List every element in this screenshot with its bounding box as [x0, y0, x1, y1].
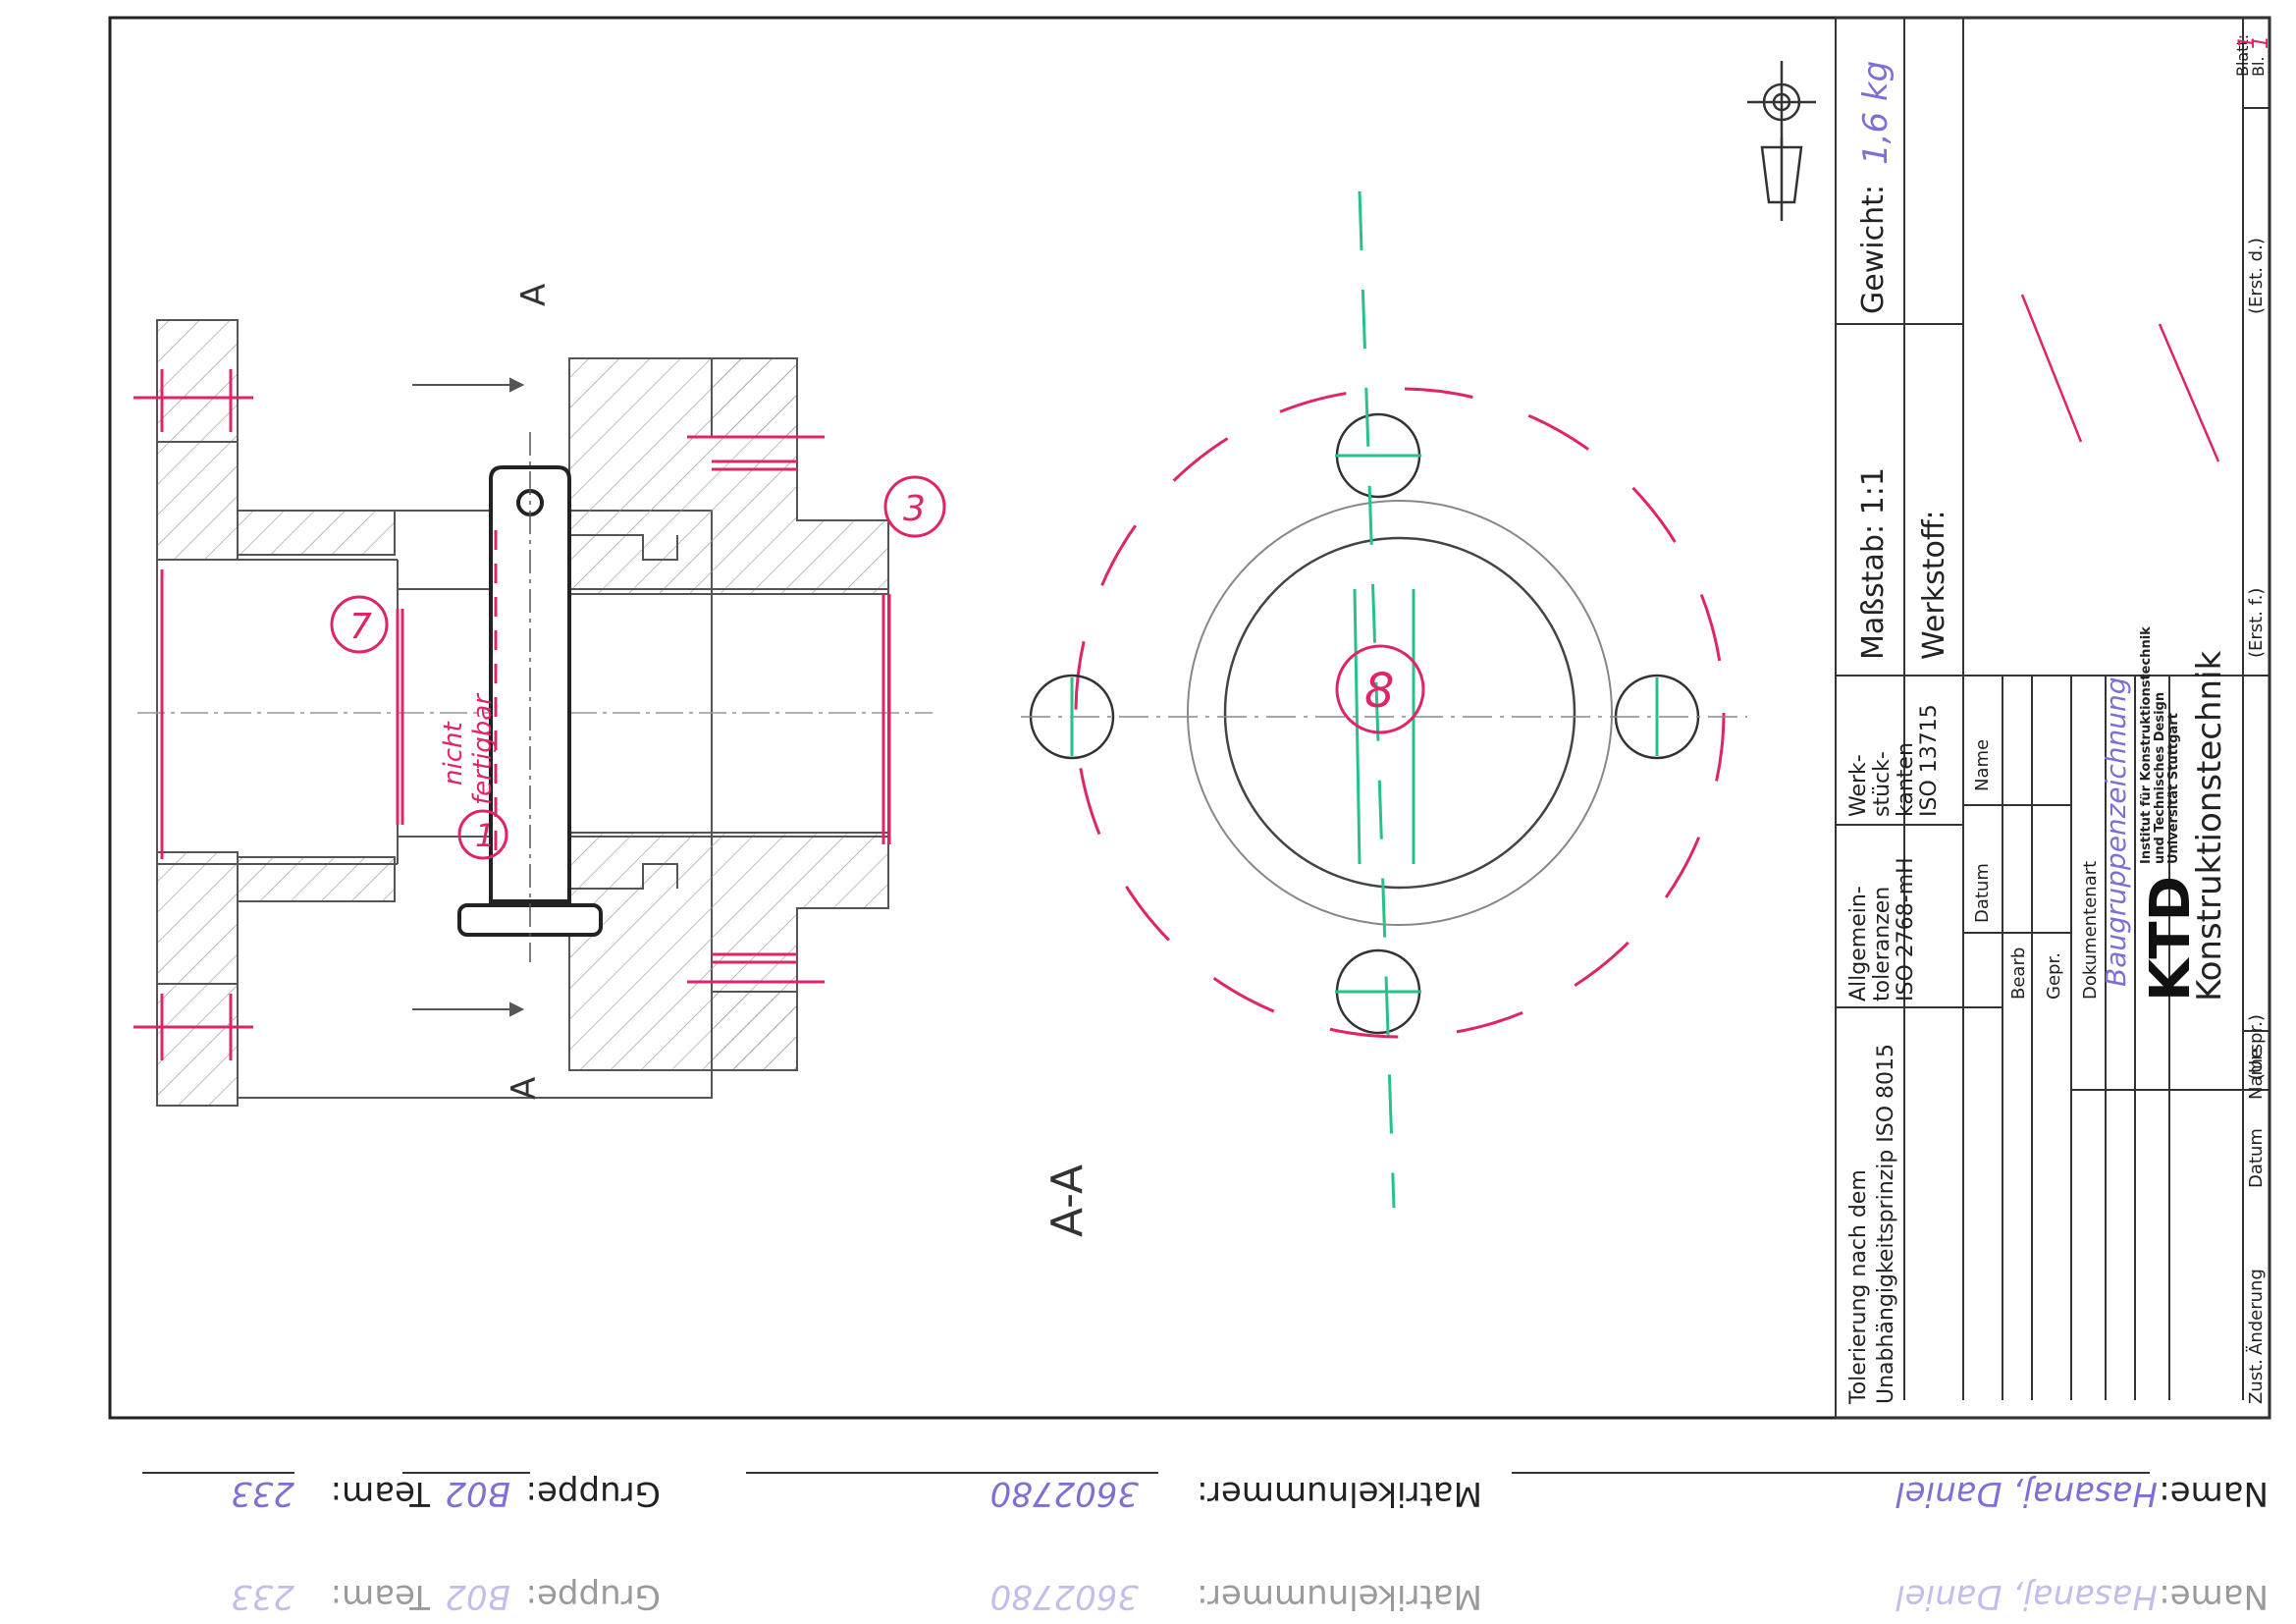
svg-text:233: 233	[231, 1474, 294, 1513]
svg-text:Name: Name	[1972, 739, 1993, 791]
svg-text:Team:: Team:	[331, 1474, 431, 1513]
svg-text:Gewicht:: Gewicht:	[1856, 185, 1891, 314]
svg-text:Maßstab: 1:1: Maßstab: 1:1	[1856, 467, 1891, 660]
svg-text:8: 8	[1364, 664, 1395, 719]
note-not-manufacturable-1: nicht	[439, 722, 468, 785]
svg-text:Allgemein-: Allgemein-	[1846, 886, 1871, 1001]
svg-text:Gepr.: Gepr.	[2044, 952, 2064, 1000]
svg-text:Universität Stuttgart: Universität Stuttgart	[2166, 713, 2181, 864]
svg-text:Datum: Datum	[1972, 863, 1993, 923]
svg-text:B02: B02	[445, 1474, 510, 1513]
svg-text:Werk-: Werk-	[1846, 754, 1871, 817]
balloon-7: 7	[330, 595, 389, 654]
section-label-a-top: A	[514, 284, 554, 306]
svg-text:Werkstoff:: Werkstoff:	[1917, 510, 1951, 660]
svg-text:1: 1	[2235, 35, 2260, 49]
svg-text:Matrikelnummer:: Matrikelnummer:	[1197, 1577, 1482, 1616]
svg-text:Name: Name	[2246, 1048, 2267, 1100]
balloon-1: 1	[457, 809, 508, 860]
svg-text:Institut für Konstruktionstech: Institut für Konstruktionstechnik	[2139, 626, 2154, 864]
svg-text:ISO 2768-mH: ISO 2768-mH	[1894, 857, 1918, 1001]
svg-text:Team:: Team:	[331, 1577, 431, 1616]
section-title: A-A	[1042, 1164, 1093, 1237]
svg-text:Datum: Datum	[2246, 1128, 2267, 1188]
svg-text:1,6 kg: 1,6 kg	[1856, 61, 1896, 165]
svg-text:(Urspr.): (Urspr.)	[2246, 1014, 2267, 1080]
svg-text:Dokumentenart: Dokumentenart	[2080, 861, 2101, 1000]
section-label-a-bottom: A	[505, 1077, 544, 1100]
svg-text:Blatt:: Blatt:	[2233, 34, 2252, 77]
svg-text:Matrikelnummer:: Matrikelnummer:	[1197, 1474, 1482, 1513]
svg-text:Tolerierung nach dem: Tolerierung nach dem	[1846, 1169, 1871, 1405]
projection-method-symbol	[1747, 61, 1816, 221]
drawing-frame	[108, 16, 2271, 1420]
svg-text:3: 3	[903, 489, 926, 529]
svg-text:Gruppe:: Gruppe:	[526, 1474, 661, 1513]
pink-markup-section	[133, 369, 891, 1060]
svg-text:Hasanaj, Daniel: Hasanaj, Daniel	[1896, 1474, 2158, 1513]
svg-text:1: 1	[2249, 35, 2273, 49]
svg-text:toleranzen: toleranzen	[1870, 887, 1895, 1001]
section-cut-marker	[412, 377, 525, 1017]
svg-text:Hasanaj, Daniel: Hasanaj, Daniel	[1896, 1577, 2158, 1616]
svg-text:(Erst. f.): (Erst. f.)	[2246, 588, 2267, 658]
balloon-8: 8	[1335, 644, 1425, 734]
svg-text:7: 7	[349, 607, 372, 647]
svg-text:kanten: kanten	[1894, 742, 1918, 817]
svg-text:Bl.: Bl.	[2249, 56, 2268, 77]
svg-text:Gruppe:: Gruppe:	[526, 1577, 661, 1616]
balloon-3: 3	[883, 475, 946, 538]
svg-text:(Erst. d.): (Erst. d.)	[2246, 238, 2267, 314]
svg-text:stück-: stück-	[1870, 751, 1895, 817]
svg-text:3602780: 3602780	[990, 1474, 1139, 1513]
svg-text:und Technisches Design: und Technisches Design	[2153, 692, 2167, 864]
svg-text:Konstruktionstechnik: Konstruktionstechnik	[2190, 650, 2229, 1001]
svg-text:233: 233	[231, 1577, 294, 1616]
section-view	[156, 319, 889, 1107]
svg-text:Änderung: Änderung	[2246, 1269, 2267, 1355]
note-not-manufacturable-2: fertigbar	[468, 692, 498, 805]
svg-text:3602780: 3602780	[990, 1577, 1139, 1616]
title-block-text: Tolerierung nach dem Unabhängigkeitsprin…	[1846, 34, 2273, 1405]
svg-text:Baugruppenzeichnung: Baugruppenzeichnung	[2100, 677, 2132, 987]
svg-text:Name:: Name:	[2159, 1577, 2269, 1616]
svg-text:Bearb: Bearb	[2008, 947, 2029, 1000]
svg-text:B02: B02	[445, 1577, 510, 1616]
svg-text:Name:: Name:	[2159, 1474, 2269, 1513]
svg-text:Unabhängigkeitsprinzip ISO 801: Unabhängigkeitsprinzip ISO 8015	[1874, 1044, 1898, 1404]
svg-text:Zust.: Zust.	[2246, 1359, 2267, 1404]
svg-text:ISO 13715: ISO 13715	[1917, 704, 1942, 817]
student-footer: Name: Hasanaj, Daniel Matrikelnummer: 36…	[142, 1472, 2269, 1616]
svg-text:1: 1	[475, 817, 495, 854]
pink-strikethrough	[2020, 294, 2220, 462]
end-view	[1021, 387, 1747, 1039]
title-block	[1835, 17, 2270, 1419]
ktd-logo: KTD	[2139, 876, 2203, 1001]
